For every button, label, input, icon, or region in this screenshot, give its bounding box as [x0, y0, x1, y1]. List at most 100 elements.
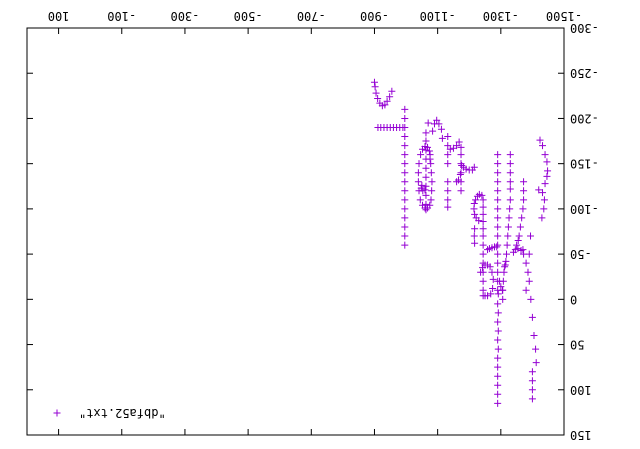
data-point — [494, 169, 502, 177]
data-point — [427, 160, 435, 168]
data-point — [527, 295, 535, 303]
data-point — [479, 241, 487, 249]
data-point — [473, 192, 481, 200]
data-point — [494, 259, 502, 267]
data-point — [494, 327, 502, 335]
data-point — [479, 232, 487, 240]
data-point — [494, 205, 502, 213]
data-point — [522, 259, 530, 267]
data-point — [494, 336, 502, 344]
data-point — [422, 173, 430, 181]
data-point — [497, 283, 505, 291]
data-point — [422, 164, 430, 172]
data-point — [494, 178, 502, 186]
data-point — [401, 214, 409, 222]
data-point — [427, 169, 435, 177]
data-point — [444, 196, 452, 204]
data-point — [444, 178, 452, 186]
data-point — [494, 372, 502, 380]
data-point — [416, 196, 424, 204]
data-point — [494, 268, 502, 276]
data-point — [422, 146, 430, 154]
data-point — [401, 169, 409, 177]
data-point — [401, 205, 409, 213]
data-point — [501, 263, 509, 271]
y-tick-label: -200 — [570, 111, 599, 125]
data-point — [504, 232, 512, 240]
data-point — [422, 191, 430, 199]
data-point — [528, 395, 536, 403]
data-point — [506, 151, 514, 159]
data-point — [494, 277, 502, 285]
data-point — [536, 136, 544, 144]
data-point — [494, 390, 502, 398]
data-point — [479, 250, 487, 258]
x-tick-label: -700 — [297, 9, 326, 23]
data-point — [429, 127, 437, 135]
data-point — [532, 345, 540, 353]
data-point — [494, 309, 502, 317]
data-point — [444, 187, 452, 195]
data-point — [489, 284, 497, 292]
x-tick-label: -900 — [360, 9, 389, 23]
data-point — [472, 196, 480, 204]
data-point — [444, 203, 452, 211]
legend-marker — [53, 409, 61, 417]
data-point — [543, 158, 551, 166]
data-point — [444, 142, 452, 150]
data-point — [458, 161, 466, 169]
data-point — [520, 187, 528, 195]
data-point — [444, 151, 452, 159]
data-point — [381, 101, 389, 109]
data-point — [424, 119, 432, 127]
y-tick-label: -300 — [570, 21, 599, 35]
data-point — [543, 172, 551, 180]
data-point — [422, 137, 430, 145]
x-axis: -1500 -1300 -1100 -900 -700 -500 -300 -100 100 — [48, 9, 582, 435]
data-point — [489, 275, 497, 283]
x-tick-label: -1500 — [546, 9, 582, 23]
data-point — [437, 125, 445, 133]
data-point — [433, 116, 441, 124]
data-point — [457, 187, 465, 195]
data-point — [500, 268, 508, 276]
data-point — [519, 246, 527, 254]
x-tick-label: -1100 — [420, 9, 456, 23]
data-point — [528, 313, 536, 321]
plot-frame — [26, 27, 565, 436]
data-point — [428, 187, 436, 195]
y-tick-label: -150 — [570, 157, 599, 171]
data-point — [522, 286, 530, 294]
x-tick-label: -300 — [170, 9, 199, 23]
data-point — [513, 241, 521, 249]
data-point — [401, 142, 409, 150]
data-point — [535, 186, 543, 194]
data-point — [514, 245, 522, 253]
data-point — [499, 295, 507, 303]
data-point — [438, 134, 446, 142]
data-point — [541, 151, 549, 159]
data-point — [471, 210, 479, 218]
data-point — [479, 277, 487, 285]
y-tick-label: 0 — [570, 292, 577, 306]
y-tick-label: 150 — [570, 428, 592, 442]
data-point — [401, 187, 409, 195]
data-point — [446, 145, 454, 153]
data-point — [462, 165, 470, 173]
data-point — [414, 178, 422, 186]
data-point — [401, 223, 409, 231]
data-point — [494, 250, 502, 258]
data-point — [524, 268, 532, 276]
data-point — [494, 300, 502, 308]
data-point — [471, 239, 479, 247]
data-point — [383, 97, 391, 105]
data-point — [532, 359, 540, 367]
data-point — [538, 214, 546, 222]
data-point — [487, 290, 495, 298]
data-point — [541, 180, 549, 188]
data-point — [528, 377, 536, 385]
data-point — [370, 78, 378, 86]
data-point — [417, 151, 425, 159]
data-point — [401, 105, 409, 113]
